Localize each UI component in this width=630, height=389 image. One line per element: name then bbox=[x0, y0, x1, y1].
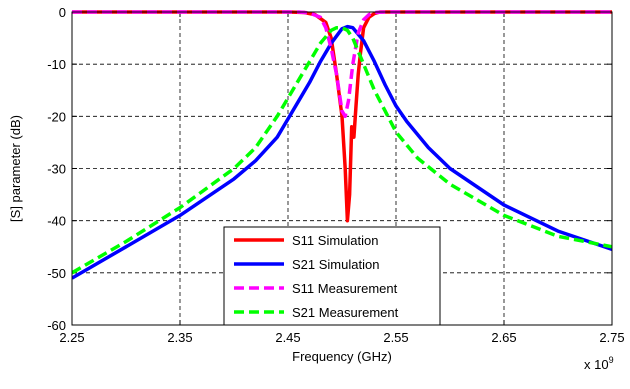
x-tick-label: 2.45 bbox=[275, 330, 300, 345]
x-tick-label: 2.55 bbox=[383, 330, 408, 345]
y-tick-label: -20 bbox=[47, 109, 66, 124]
y-tick-label: -60 bbox=[47, 318, 66, 333]
axis-labels: Frequency (GHz) [S] parameter (dB) x 109 bbox=[8, 115, 614, 372]
series-line-s21-measurement bbox=[72, 25, 612, 275]
legend-entry-label: S11 Simulation bbox=[292, 233, 378, 248]
x-tick-label: 2.75 bbox=[599, 330, 624, 345]
y-tick-label: 0 bbox=[59, 5, 66, 20]
axis-ticks: 2.25 2.35 2.45 2.55 2.65 2.75 -60 -50 -40 -30 -20 -… bbox=[47, 5, 624, 345]
x-tick-label: 2.25 bbox=[59, 330, 84, 345]
y-axis-label: [S] parameter (dB) bbox=[8, 115, 23, 222]
legend: S11 Simulation S21 Simulation S11 Measurem… bbox=[223, 226, 441, 326]
x-axis-label: Frequency (GHz) bbox=[292, 349, 392, 364]
y-tick-label: -30 bbox=[47, 162, 66, 177]
y-tick-label: -50 bbox=[47, 266, 66, 281]
y-tick-label: -10 bbox=[47, 57, 66, 72]
y-tick-label: -40 bbox=[47, 214, 66, 229]
legend-entry-label: S21 Measurement bbox=[292, 305, 399, 320]
legend-entry-label: S21 Simulation bbox=[292, 257, 379, 272]
x-axis-multiplier-base: x 10 bbox=[584, 357, 609, 372]
x-axis-multiplier: x 109 bbox=[584, 355, 614, 372]
x-tick-label: 2.35 bbox=[167, 330, 192, 345]
legend-entry-label: S11 Measurement bbox=[292, 281, 398, 296]
x-tick-label: 2.65 bbox=[491, 330, 516, 345]
x-axis-multiplier-exponent: 9 bbox=[609, 355, 614, 365]
legend-box bbox=[223, 226, 441, 326]
series-line-s21-simulation bbox=[72, 24, 612, 280]
